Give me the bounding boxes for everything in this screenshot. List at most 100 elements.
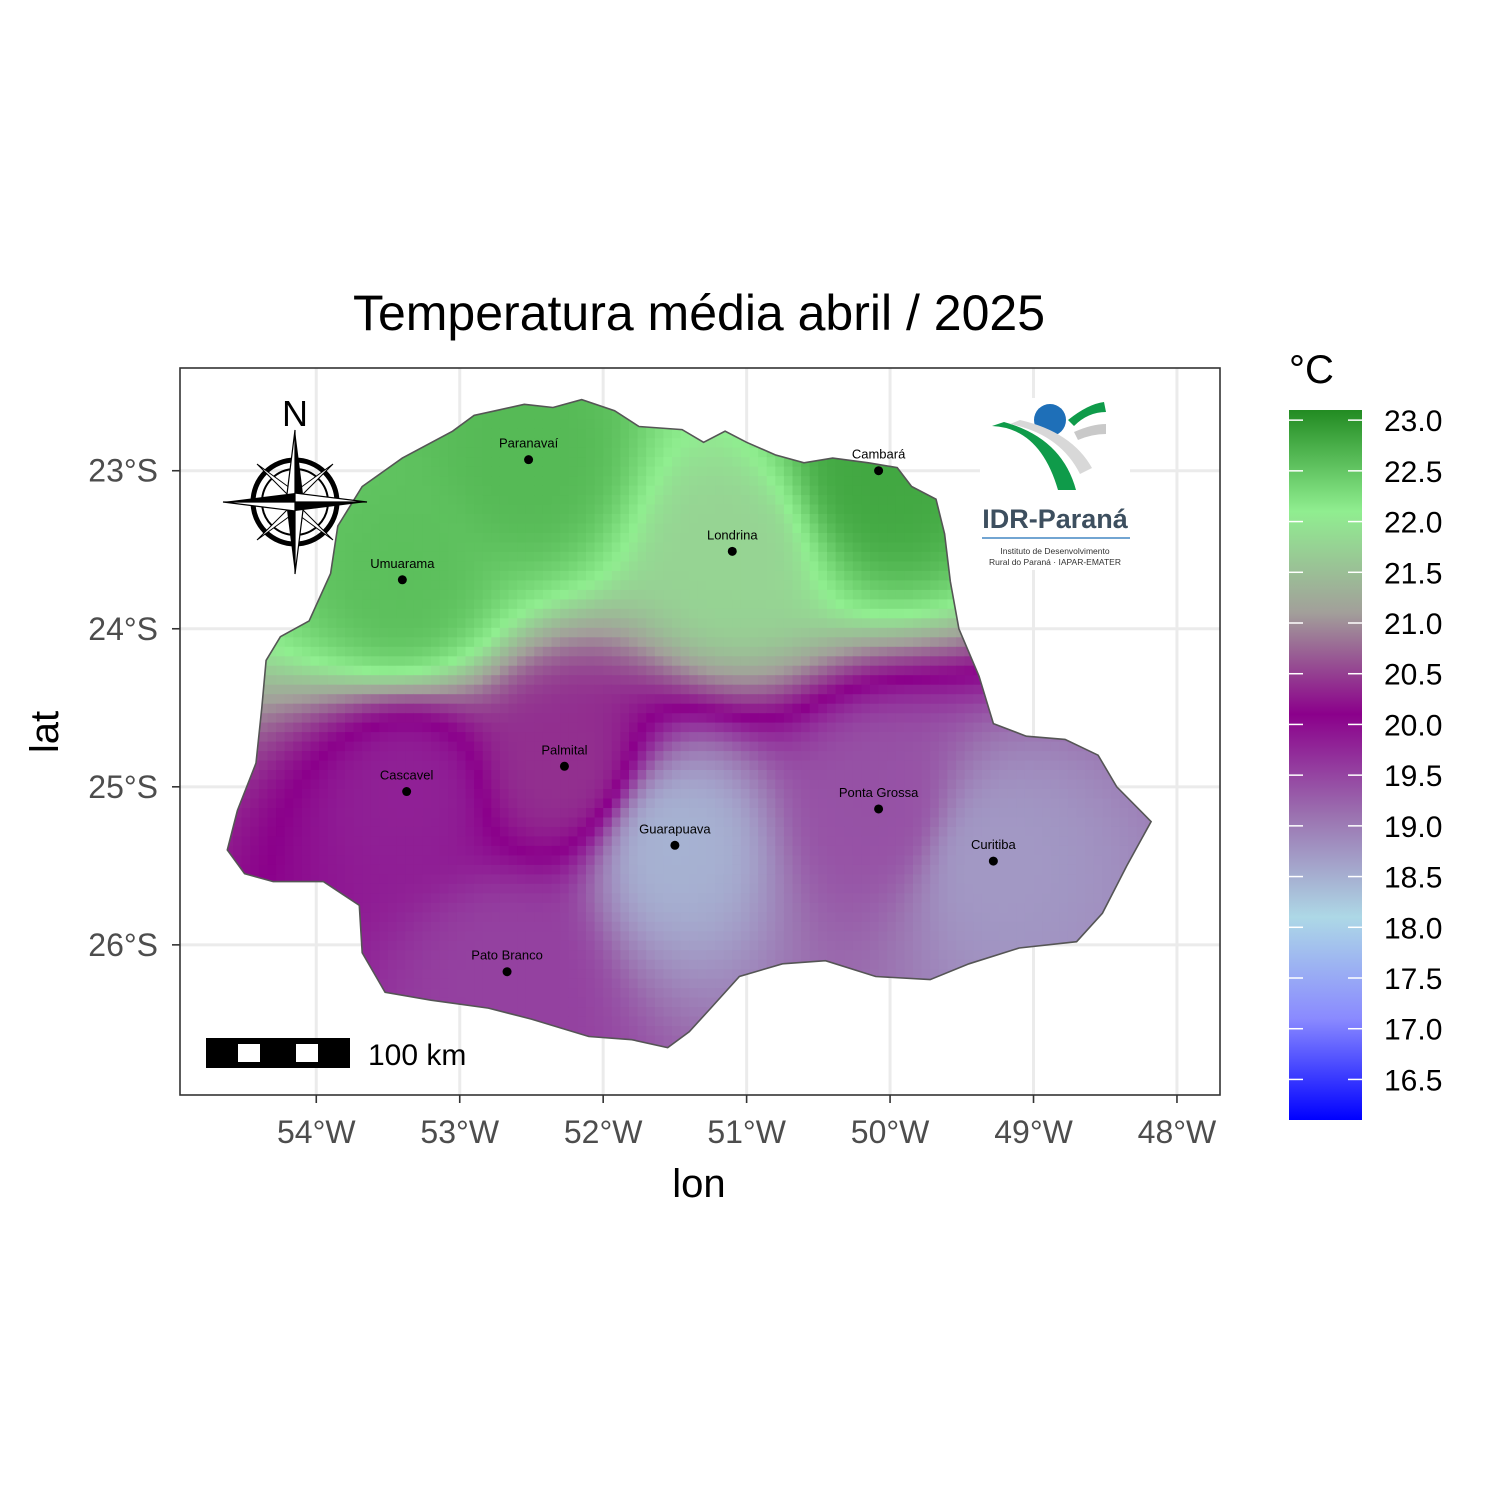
field-cell	[611, 987, 621, 998]
field-cell	[396, 797, 406, 808]
field-cell	[293, 703, 303, 714]
field-cell	[370, 769, 380, 780]
field-cell	[250, 864, 260, 875]
field-cell	[560, 646, 570, 657]
field-cell	[276, 845, 286, 856]
field-cell	[792, 665, 802, 676]
field-cell	[499, 447, 510, 458]
field-cell	[517, 475, 527, 486]
field-cell	[534, 646, 544, 657]
field-cell	[672, 940, 682, 951]
field-cell	[663, 978, 673, 989]
field-cell	[405, 835, 415, 846]
field-cell	[422, 902, 432, 913]
field-cell	[783, 655, 794, 666]
field-cell	[345, 532, 355, 543]
field-cell	[775, 921, 785, 932]
field-cell	[577, 741, 587, 752]
field-cell	[310, 873, 320, 884]
field-cell	[689, 845, 699, 856]
field-cell	[465, 921, 475, 932]
field-cell	[465, 712, 475, 723]
field-cell	[723, 522, 733, 533]
field-cell	[413, 807, 423, 818]
field-cell	[439, 513, 449, 524]
field-cell	[758, 551, 768, 562]
field-cell	[663, 797, 673, 808]
field-cell	[405, 579, 415, 590]
field-cell	[551, 949, 561, 960]
field-cell	[310, 864, 320, 875]
field-cell	[594, 949, 604, 960]
field-cell	[809, 712, 819, 723]
field-cell	[456, 466, 467, 477]
field-cell	[388, 940, 398, 951]
field-cell	[396, 466, 406, 477]
field-cell	[629, 750, 639, 761]
field-cell	[637, 750, 647, 761]
field-cell	[758, 494, 768, 505]
field-cell	[629, 835, 639, 846]
field-cell	[336, 522, 346, 533]
field-cell	[525, 835, 535, 846]
field-cell	[646, 437, 656, 448]
field-cell	[689, 665, 699, 676]
field-cell	[697, 693, 707, 704]
field-cell	[594, 940, 604, 951]
field-cell	[448, 456, 458, 467]
field-cell	[577, 921, 587, 932]
field-cell	[482, 731, 492, 742]
field-cell	[697, 674, 707, 685]
field-cell	[413, 797, 423, 808]
field-cell	[680, 1016, 690, 1027]
field-cell	[534, 456, 544, 467]
field-cell	[534, 949, 544, 960]
field-cell	[353, 722, 363, 733]
field-cell	[465, 816, 475, 827]
field-cell	[465, 513, 475, 524]
field-cell	[379, 873, 389, 884]
field-cell	[766, 769, 776, 780]
field-cell	[620, 778, 630, 789]
field-cell	[689, 741, 699, 752]
field-cell	[508, 826, 518, 837]
field-cell	[749, 503, 759, 514]
field-cell	[482, 797, 492, 808]
field-cell	[586, 522, 596, 533]
field-cell	[345, 513, 355, 524]
field-cell	[577, 892, 587, 903]
field-cell	[620, 759, 630, 770]
field-cell	[474, 826, 484, 837]
field-cell	[680, 503, 690, 514]
field-cell	[603, 494, 613, 505]
field-cell	[740, 598, 751, 609]
field-cell	[336, 873, 346, 884]
field-cell	[715, 807, 725, 818]
field-cell	[413, 930, 423, 941]
field-cell	[405, 826, 415, 837]
field-cell	[293, 712, 303, 723]
field-cell	[431, 598, 441, 609]
field-cell	[319, 617, 329, 628]
field-cell	[809, 778, 819, 789]
field-cell	[388, 485, 398, 496]
field-cell	[766, 940, 776, 951]
field-cell	[293, 665, 303, 676]
field-cell	[310, 816, 320, 827]
field-cell	[431, 759, 441, 770]
field-cell	[672, 485, 682, 496]
field-cell	[542, 428, 553, 439]
field-cell	[766, 655, 776, 666]
field-cell	[758, 560, 768, 571]
field-cell	[689, 778, 699, 789]
field-cell	[672, 797, 682, 808]
field-cell	[258, 693, 269, 704]
field-cell	[448, 968, 458, 979]
field-cell	[586, 551, 596, 562]
field-cell	[491, 522, 501, 533]
field-cell	[672, 816, 682, 827]
field-cell	[629, 930, 639, 941]
field-cell	[413, 684, 423, 695]
field-cell	[482, 418, 492, 429]
field-cell	[405, 522, 415, 533]
